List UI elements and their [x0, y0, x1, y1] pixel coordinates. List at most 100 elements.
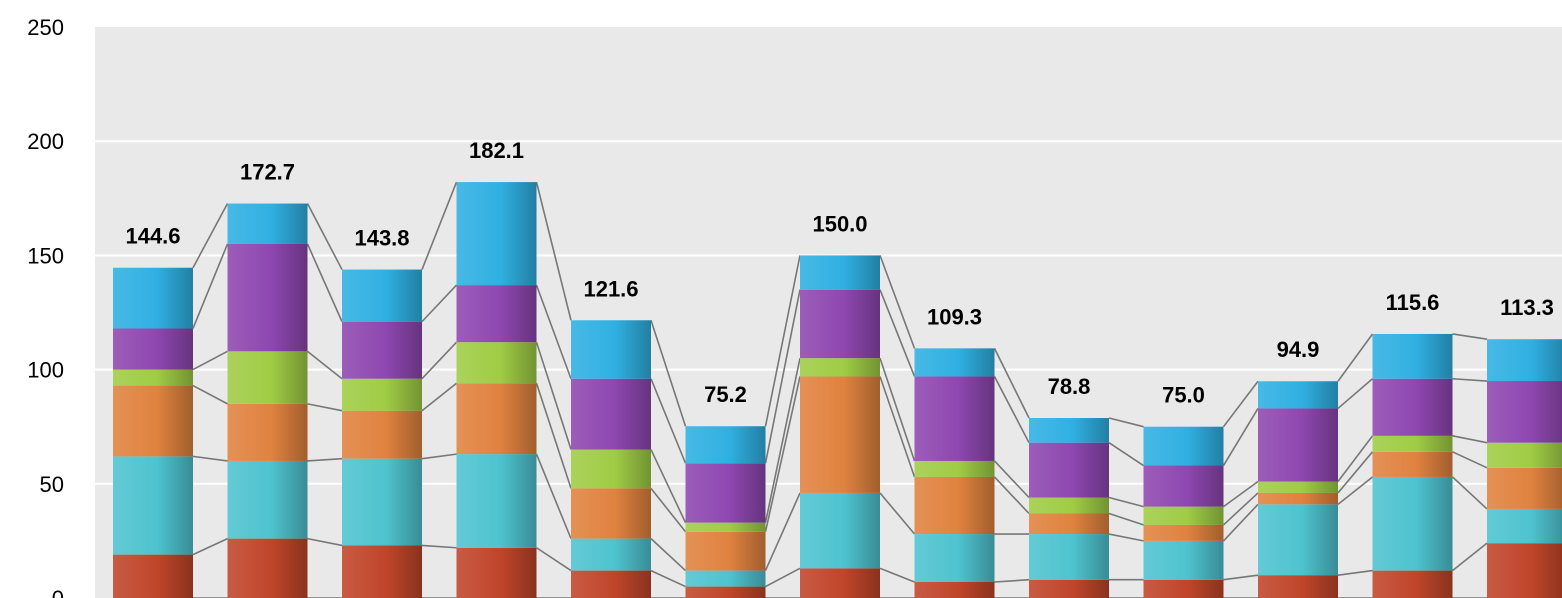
bar-segment	[800, 289, 880, 359]
bar-stack	[571, 320, 651, 598]
connector-line	[1452, 333, 1488, 341]
bar-stack	[113, 267, 193, 598]
connector-line	[1452, 435, 1488, 444]
bar-segment	[800, 358, 880, 377]
bar-total-label: 115.6	[1386, 290, 1440, 315]
bar-segment	[685, 586, 766, 598]
bar-stack	[914, 348, 995, 598]
connector-line	[192, 243, 229, 329]
connector-line	[993, 376, 1030, 444]
connector-line	[1337, 476, 1373, 505]
connector-line	[421, 181, 458, 270]
bar-total-label: 78.8	[1048, 374, 1091, 399]
y-axis-ticks: 0 50 100 150 200 250	[27, 15, 64, 598]
connector-line	[879, 357, 916, 462]
connector-line	[306, 203, 343, 270]
bar-segment	[914, 534, 995, 583]
bar-segment	[1487, 442, 1562, 468]
bar-segment	[1487, 508, 1562, 544]
bars	[113, 182, 1562, 598]
bar-segment	[685, 463, 766, 523]
connector-line	[307, 350, 343, 380]
bar-segment	[914, 476, 995, 535]
bar-stack	[800, 255, 880, 598]
bar-segment	[1029, 579, 1109, 598]
bar-segment	[1372, 451, 1453, 477]
bar-stack	[1143, 426, 1224, 598]
connector-line	[993, 460, 1030, 499]
bar-segment	[342, 378, 422, 411]
bar-segment	[1143, 506, 1224, 525]
bar-segment	[914, 348, 995, 377]
bar-segment	[456, 182, 537, 286]
connector-line	[879, 376, 916, 478]
connector-line	[1337, 451, 1374, 494]
bar-total-label: 109.3	[927, 304, 982, 329]
connector-line	[764, 492, 801, 571]
bar-segment	[1029, 534, 1109, 580]
bar-segment	[113, 328, 193, 370]
bar-segment	[227, 403, 308, 461]
bar-segment	[227, 460, 308, 539]
connector-line	[1108, 512, 1144, 526]
bar-segment	[342, 410, 422, 459]
bar-segment	[1143, 540, 1224, 580]
connector-line	[1452, 377, 1488, 382]
bar-stack	[227, 203, 308, 598]
bar-segment	[342, 545, 422, 598]
connector-line	[421, 382, 457, 412]
connector-line	[1222, 380, 1259, 428]
bar-segment	[456, 342, 537, 384]
connector-line	[650, 378, 687, 464]
bar-total-label: 144.6	[125, 224, 180, 249]
bar-segment	[571, 378, 651, 450]
connector-line	[993, 348, 1030, 419]
connector-line	[764, 358, 801, 523]
connector-line	[765, 567, 801, 588]
total-labels: 144.6 172.7 143.8 182.1 121.6 75.2 150.0 109.3 7…	[125, 138, 1553, 408]
y-tick-label: 0	[52, 586, 64, 598]
bar-stack	[1487, 339, 1562, 598]
bar-segment	[914, 582, 995, 598]
bar-segment	[1372, 570, 1453, 598]
bar-segment	[1258, 575, 1338, 598]
bar-total-label: 150.0	[812, 211, 867, 236]
connector-line	[1337, 435, 1374, 482]
connector-line	[879, 492, 916, 535]
bar-segment	[1372, 476, 1453, 571]
bar-segment	[227, 538, 308, 598]
connector-line	[421, 341, 458, 380]
connector-line	[192, 384, 228, 405]
connector-line	[306, 243, 343, 322]
connector-line	[1337, 569, 1373, 576]
connector-line	[764, 289, 801, 464]
bar-segment	[113, 267, 193, 329]
bar-segment	[342, 458, 422, 546]
connector-line	[1222, 408, 1259, 466]
bar-segment	[1029, 497, 1109, 514]
bar-total-label: 113.3	[1500, 295, 1554, 320]
connector-line	[192, 203, 229, 269]
bar-stack	[685, 426, 766, 598]
connector-line	[1108, 496, 1144, 508]
connector-line	[192, 350, 228, 371]
connector-line	[535, 383, 572, 489]
bar-segment	[1487, 467, 1562, 509]
series-connectors	[192, 181, 1488, 598]
bar-total-label: 121.6	[583, 276, 638, 301]
bar-segment	[1143, 465, 1224, 507]
bar-total-label: 172.7	[240, 160, 295, 185]
bar-segment	[914, 460, 995, 477]
connector-line	[421, 544, 457, 549]
bar-total-label: 182.1	[469, 138, 524, 163]
connector-line	[307, 457, 343, 462]
bar-segment	[1487, 339, 1562, 382]
bar-segment	[571, 488, 651, 539]
bar-segment	[1258, 408, 1338, 482]
connector-line	[650, 538, 687, 572]
connector-line	[1108, 417, 1144, 428]
connector-line	[1223, 574, 1259, 581]
connector-line	[764, 255, 801, 427]
bar-segment	[456, 383, 537, 455]
connector-line	[1337, 333, 1374, 382]
